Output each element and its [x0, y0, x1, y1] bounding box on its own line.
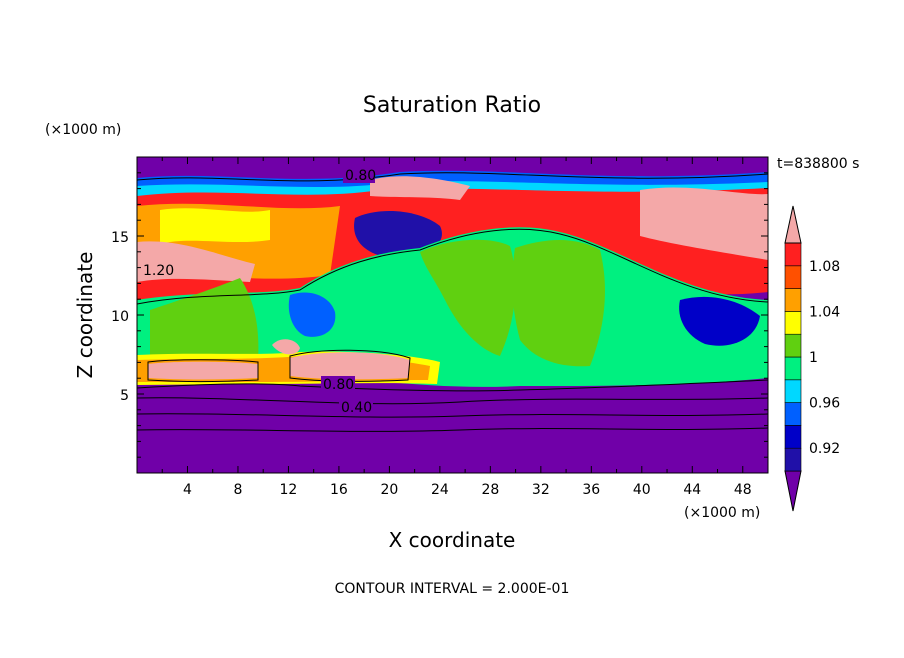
contour-label-2: 1.20 [143, 263, 174, 279]
colorbar-segment [784, 265, 802, 289]
contour-label-3: 0.80 [323, 377, 354, 393]
x-tick-label: 16 [330, 482, 348, 498]
contour-pink-left [147, 359, 259, 382]
upper-pink-top [370, 176, 470, 200]
x-tick-label: 12 [280, 482, 298, 498]
x-tick-label: 8 [233, 482, 242, 498]
chart-title: Saturation Ratio [363, 93, 541, 118]
colorbar-segment [784, 425, 802, 449]
contour-labels: 0.80 1.20 0.80 0.40 [141, 167, 376, 416]
x-tick-label: 44 [683, 482, 701, 498]
contour-lower-3 [137, 427, 768, 432]
y-tick-label: 15 [111, 230, 129, 246]
mid-lightgreen-right [512, 240, 605, 367]
x-tick-label: 24 [431, 482, 449, 498]
upper-pink-right [640, 187, 768, 260]
colorbar-tick-label: 0.96 [809, 396, 840, 412]
mid-pink-blob [272, 339, 300, 355]
colorbar-tick-label: 0.92 [809, 441, 840, 457]
x-tick-label: 40 [633, 482, 651, 498]
colorbar-segment [784, 402, 802, 426]
y-axis-label: Z coordinate [73, 252, 97, 379]
x-tick-label: 48 [734, 482, 752, 498]
x-tick-label: 32 [532, 482, 550, 498]
colorbar-top-triangle [784, 205, 802, 244]
x-tick-label: 4 [183, 482, 192, 498]
y-tick-label: 10 [111, 309, 129, 325]
contour-upper [137, 172, 768, 182]
colorbar-bottom-triangle [784, 470, 802, 512]
colorbar-segment [784, 333, 802, 358]
mid-blue-right [679, 296, 760, 346]
mid-lightgreen-center [420, 239, 516, 356]
colorbar-segment [784, 242, 802, 267]
x-tick-label: 36 [582, 482, 600, 498]
y-tick-label: 5 [120, 388, 129, 404]
colorbar-segment [784, 379, 802, 403]
colorbar-tick-label: 1.08 [809, 259, 840, 275]
contour-cloud-base [137, 379, 768, 392]
contour-label-1: 0.80 [345, 168, 376, 184]
mid-pink-left [148, 361, 258, 380]
contour-cloud-top [137, 228, 768, 305]
mid-lightgreen-left [150, 278, 259, 360]
lower-boundary [137, 380, 768, 473]
colorbar: 1.08 1.04 1 0.96 0.92 [784, 205, 840, 512]
x-axis-label: X coordinate [389, 528, 516, 552]
mid-pink-center [290, 352, 410, 380]
x-units-label: (×1000 m) [684, 505, 760, 521]
colorbar-segment [784, 288, 802, 312]
x-axis-ticks: 4 8 12 16 20 24 28 32 36 40 44 48 [161, 157, 752, 498]
y-units-label: (×1000 m) [45, 122, 121, 138]
y-axis-ticks: 5 10 15 [111, 172, 768, 458]
contour-lines [137, 172, 768, 432]
colorbar-tick-label: 1.04 [809, 304, 840, 320]
x-tick-label: 28 [481, 482, 499, 498]
upper-blue-pocket [354, 211, 442, 259]
footer-contour-interval: CONTOUR INTERVAL = 2.000E-01 [335, 581, 570, 597]
colorbar-segment [784, 447, 802, 472]
mid-blue-pocket [288, 292, 336, 337]
colorbar-tick-label: 1 [809, 350, 818, 366]
colorbar-segment [784, 311, 802, 335]
contour-pink-center [289, 349, 411, 382]
contour-lower-2 [137, 413, 768, 418]
contour-label-4: 0.40 [341, 400, 372, 416]
colorbar-segment [784, 356, 802, 381]
time-label: t=838800 s [777, 156, 859, 172]
contour-lower-1 [137, 397, 768, 405]
upper-yellow-patch [160, 208, 270, 244]
plot-field [137, 157, 768, 473]
x-tick-label: 20 [380, 482, 398, 498]
